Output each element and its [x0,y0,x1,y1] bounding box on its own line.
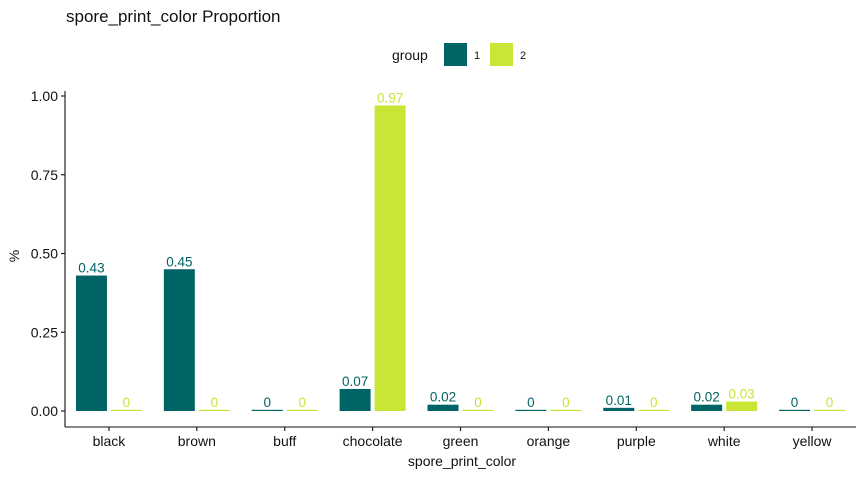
data-labels: 0.43 0.45 0 0.07 0.02 0 0.01 0.02 0 0 0 0 0.97 0 0 0 0.0… [78,90,833,409]
data-label: 0 [123,395,131,410]
bar-series-2 [198,409,230,411]
legend-label: 1 [474,50,480,62]
data-label: 0 [562,395,570,410]
legend-swatch-1 [444,43,467,66]
data-label: 0 [263,395,271,410]
x-tick-label: green [443,433,479,449]
y-tick-label: 0.75 [31,167,58,183]
legend-title: group [392,47,428,63]
x-tick-label: black [93,433,127,449]
bar-series-1 [427,404,459,411]
bar-series-2 [814,409,846,411]
x-tick-label: buff [273,433,296,449]
data-label: 0.45 [166,254,192,269]
bar-series-1 [163,269,195,411]
bar-series-2 [726,401,758,411]
x-tick-label: yellow [793,433,833,449]
x-tick-label: white [707,433,741,449]
y-ticks: 0.00 0.25 0.50 0.75 1.00 [31,88,65,419]
bar-series-2 [110,409,142,411]
data-label: 0 [298,395,306,410]
x-tick-label: chocolate [343,433,403,449]
bar-series-1 [75,275,107,411]
legend: group 1 2 [392,43,526,66]
data-label: 0.97 [377,90,403,105]
data-label: 0.43 [78,261,104,276]
x-tick-label: orange [527,433,571,449]
data-label: 0.03 [729,387,755,402]
data-label: 0.02 [694,390,720,405]
data-label: 0 [791,395,799,410]
y-axis-label: % [6,250,22,262]
data-label: 0 [826,395,834,410]
bar-series-2 [550,409,582,411]
y-tick-label: 0.00 [31,403,58,419]
bar-series-1 [515,409,547,411]
y-tick-label: 1.00 [31,88,58,104]
bar-series-2 [286,409,318,411]
bars [75,105,846,411]
legend-label: 2 [520,50,526,62]
data-label: 0.01 [606,393,632,408]
bar-series-1 [339,388,371,411]
data-label: 0 [527,395,535,410]
data-label: 0 [474,395,482,410]
y-tick-label: 0.50 [31,246,58,262]
bar-series-1 [779,409,811,411]
y-tick-label: 0.25 [31,324,58,340]
bar-series-1 [603,407,635,411]
data-label: 0.07 [342,374,368,389]
bar-series-2 [462,409,494,411]
x-axis-label: spore_print_color [408,453,517,469]
bar-series-2 [638,409,670,411]
data-label: 0 [211,395,219,410]
data-label: 0.02 [430,390,456,405]
chart-title: spore_print_color Proportion [66,7,281,26]
bar-series-2 [374,105,406,411]
bar-series-1 [251,409,283,411]
x-tick-label: brown [178,433,216,449]
data-label: 0 [650,395,658,410]
legend-swatch-2 [490,43,513,66]
x-ticks: black brown buff chocolate green orange purple… [93,427,833,449]
bar-series-1 [691,404,723,411]
x-tick-label: purple [617,433,656,449]
